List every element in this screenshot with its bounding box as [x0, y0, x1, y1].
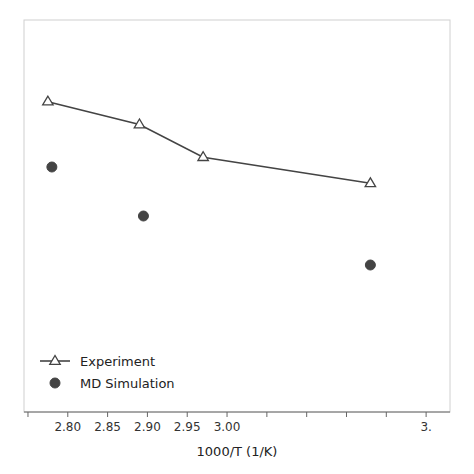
- chart: 2.80 2.85 2.90 2.95 3.00 3. 1000/T (1/K) Experi…: [0, 0, 474, 474]
- point: [43, 96, 53, 105]
- legend-marker: [50, 378, 60, 388]
- x-tick-label: 2.95: [174, 420, 201, 434]
- x-tick: [187, 412, 188, 417]
- x-tick: [227, 412, 228, 417]
- x-axis-label: 1000/T (1/K): [197, 444, 278, 459]
- point: [47, 162, 57, 172]
- x-tick-label: 2.80: [54, 420, 81, 434]
- x-tick: [306, 412, 307, 417]
- x-tick: [67, 412, 68, 417]
- x-axis: 2.80 2.85 2.90 2.95 3.00 3.: [24, 412, 450, 434]
- point: [198, 152, 208, 161]
- x-tick: [107, 412, 108, 417]
- plot-frame: [24, 20, 450, 412]
- x-tick-label: 2.85: [94, 420, 121, 434]
- x-tick-label: 2.90: [134, 420, 161, 434]
- point: [365, 178, 375, 187]
- x-tick: [147, 412, 148, 417]
- x-tick-label: 3.: [420, 420, 431, 434]
- series: [47, 162, 376, 270]
- x-tick: [266, 412, 267, 417]
- series: [43, 96, 376, 186]
- point: [138, 211, 148, 221]
- point: [134, 119, 144, 128]
- x-tick: [426, 412, 427, 417]
- legend-marker: [50, 356, 60, 365]
- legend-label: Experiment: [80, 354, 155, 369]
- point: [365, 260, 375, 270]
- chart-container: 2.80 2.85 2.90 2.95 3.00 3. 1000/T (1/K) Experi…: [0, 0, 474, 474]
- legend: Experiment MD Simulation: [40, 354, 175, 391]
- x-tick: [346, 412, 347, 417]
- x-tick: [386, 412, 387, 417]
- x-tick-label: 3.00: [214, 420, 241, 434]
- series-line: [48, 102, 370, 184]
- plot-data: [43, 96, 376, 270]
- x-tick: [27, 412, 28, 417]
- legend-label: MD Simulation: [80, 376, 175, 391]
